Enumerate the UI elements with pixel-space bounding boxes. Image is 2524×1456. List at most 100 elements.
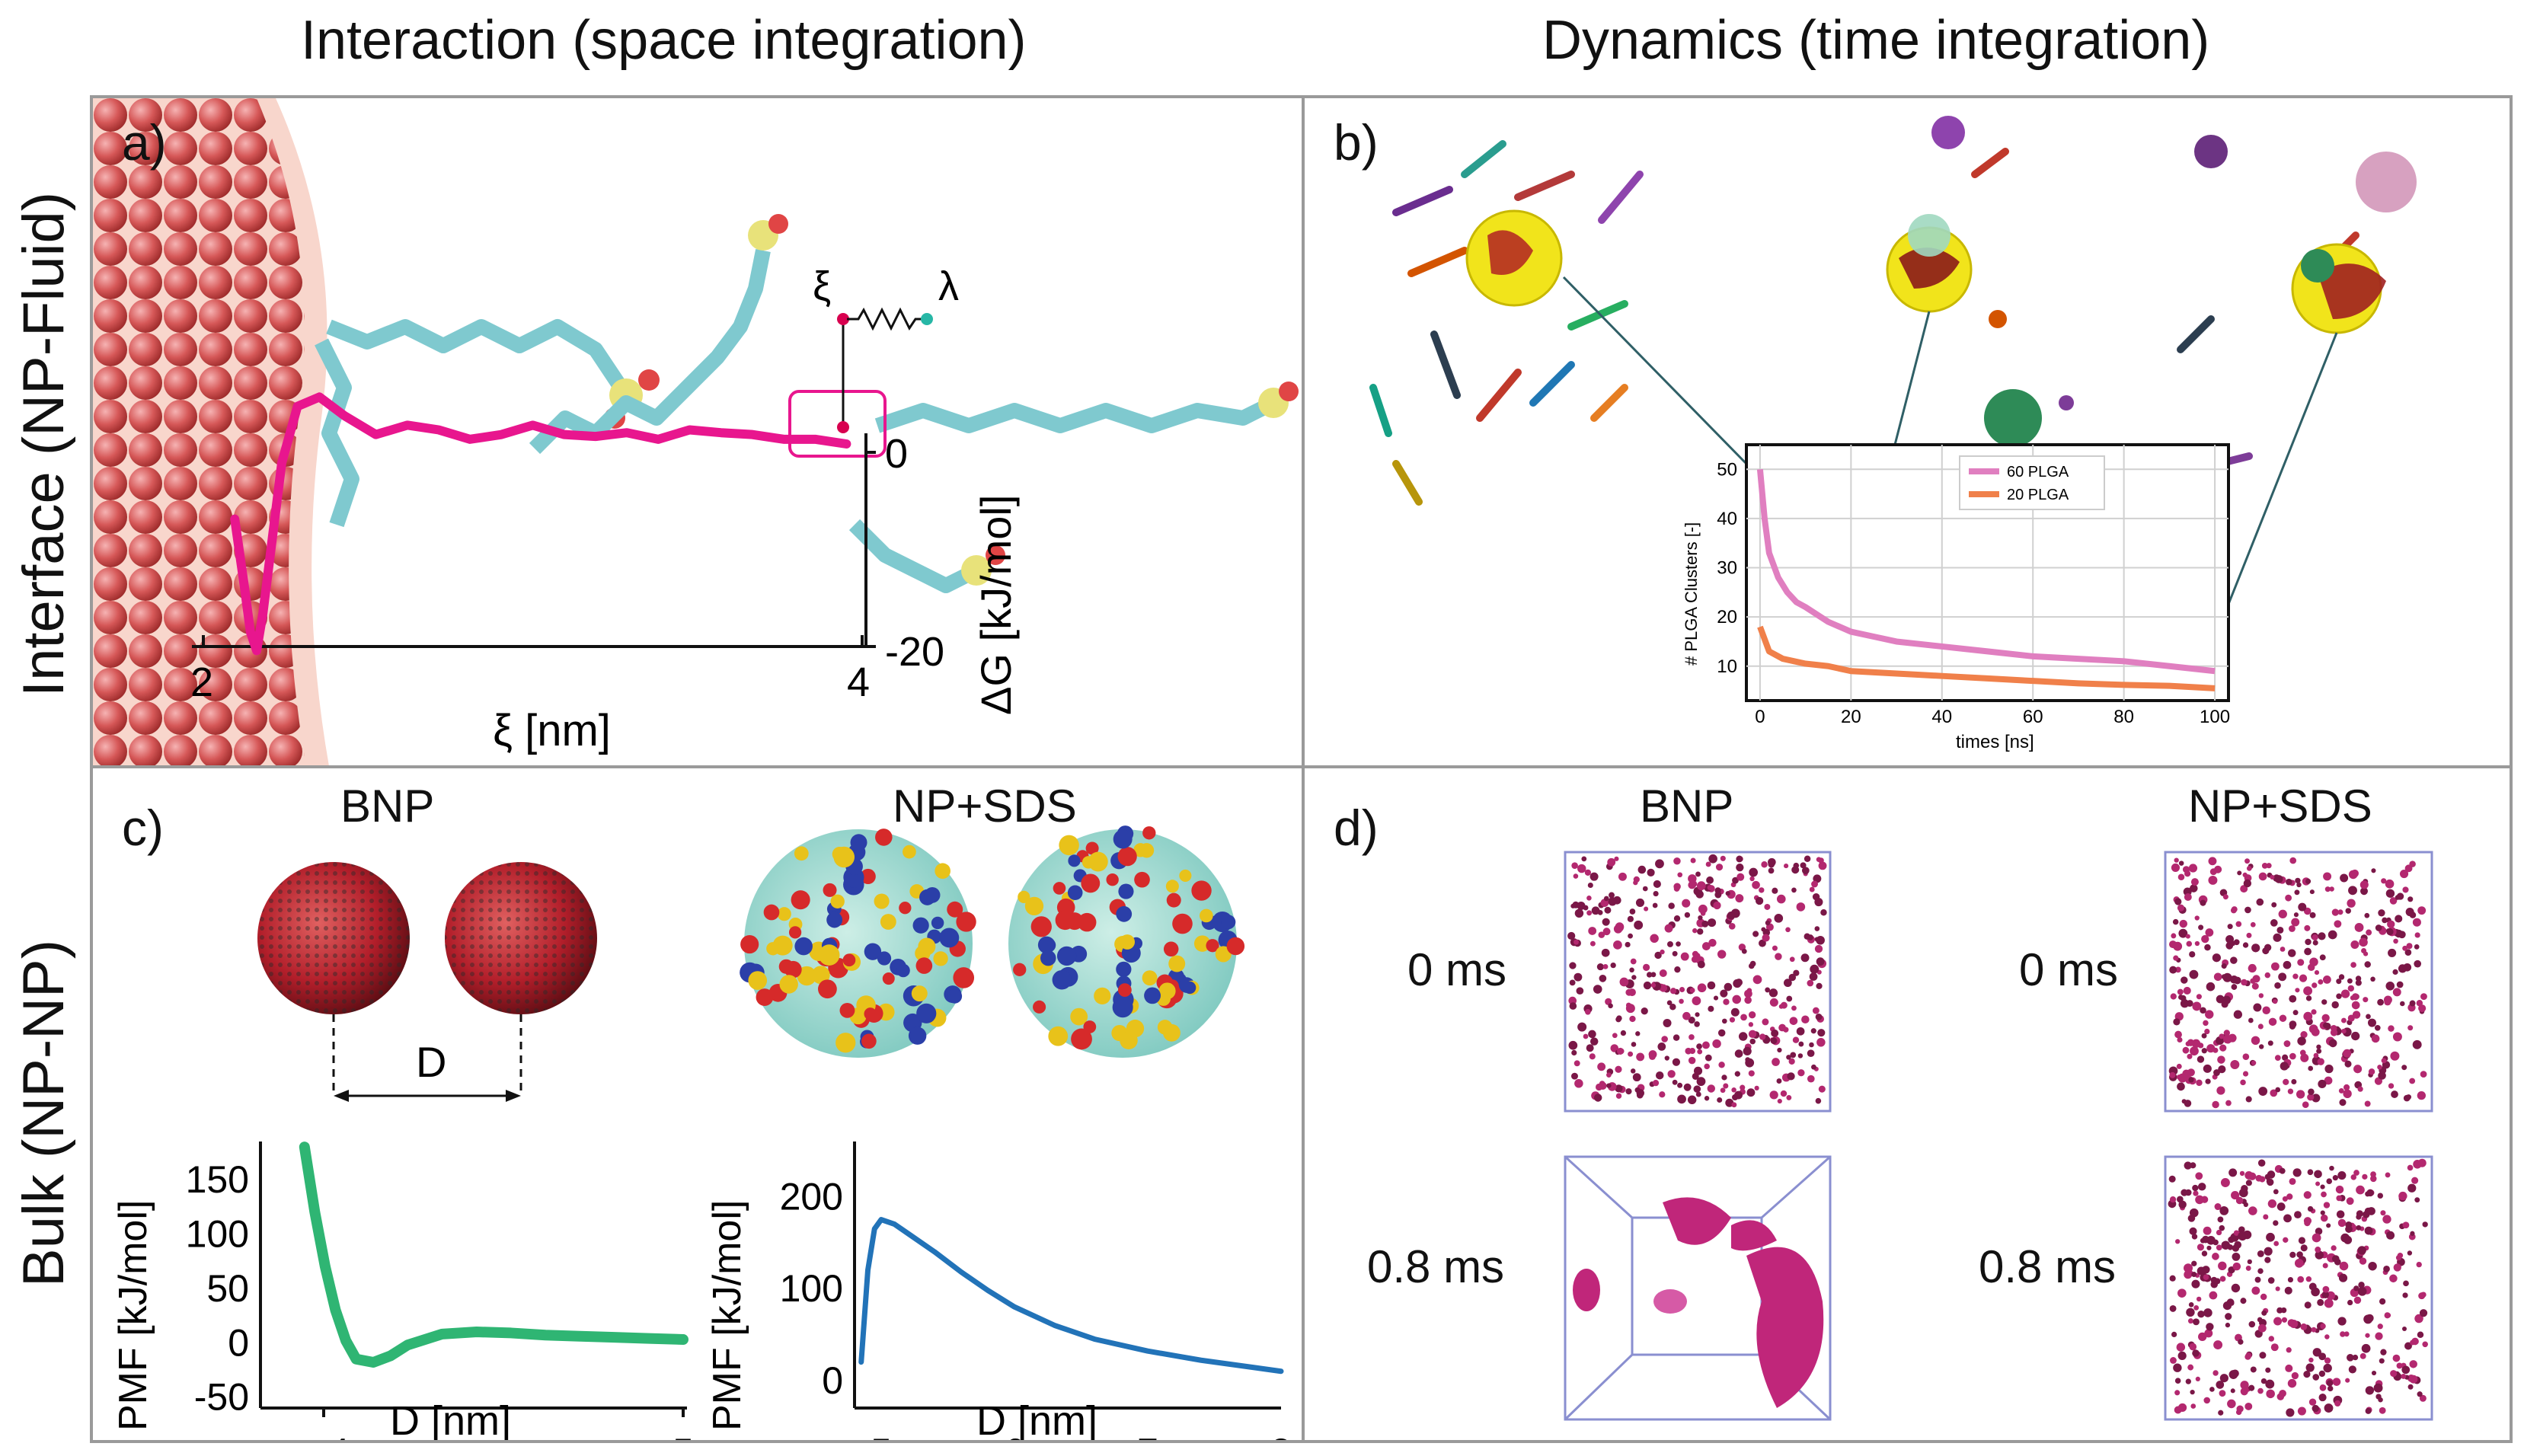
nanoparticle-dot (2292, 973, 2299, 979)
nanoparticle-dot (2287, 1088, 2294, 1094)
nanoparticle-dot (1680, 952, 1689, 961)
nanoparticle-dot (2402, 945, 2408, 951)
nanoparticle-dot (2251, 1060, 2257, 1065)
nanoparticle-dot (1764, 904, 1771, 910)
nanoparticle-dot (2341, 1028, 2347, 1034)
nanoparticle-dot (2231, 1283, 2241, 1293)
nanoparticle-dot (2343, 1235, 2353, 1244)
nanoparticle-dot (2242, 872, 2248, 878)
nanoparticle-dot (2213, 972, 2222, 982)
nanoparticle-dot (2273, 1220, 2279, 1226)
nanoparticle-dot (2251, 1036, 2260, 1046)
nanoparticle-dot (1602, 963, 1609, 969)
nanoparticle-dot (2357, 1286, 2367, 1296)
nanoparticle-dot (2300, 1031, 2308, 1039)
nanoparticle-dot (1713, 995, 1719, 1001)
nanoparticle-dot (2187, 1053, 2193, 1059)
nanoparticle-dot (2195, 1172, 2203, 1180)
panel-a-ylabel: ΔG [kJ/mol] (972, 495, 1020, 715)
nanoparticle-dot (1659, 969, 1667, 977)
nanoparticle-dot (2227, 1244, 2234, 1250)
nanoparticle-dot (2359, 937, 2368, 947)
nanoparticle-dot (2218, 1410, 2224, 1416)
nanoparticle-dot (2412, 1039, 2422, 1049)
nanoparticle-dot (2374, 1024, 2381, 1031)
xtick-label: 4 (328, 1431, 350, 1440)
surfactant-headgroup (823, 883, 837, 897)
nanoparticle-dot (2366, 1189, 2374, 1197)
nanoparticle-dot (2348, 1365, 2356, 1374)
nanoparticle-dot (2222, 894, 2228, 900)
nanoparticle-dot (2347, 899, 2356, 908)
nanoparticle-dot (2171, 863, 2181, 872)
nanoparticle-dot (1815, 1013, 1823, 1020)
nanoparticle-dot (1732, 876, 1739, 884)
surfactant-headgroup (1030, 916, 1052, 937)
surfactant-headgroup (1071, 1028, 1092, 1050)
nanoparticle-dot (1817, 1029, 1826, 1037)
nanoparticle-dot (2175, 1239, 2181, 1244)
nanoparticle-dot (2256, 898, 2264, 906)
surfactant-headgroup (956, 912, 976, 932)
nanoparticle-dot (2338, 1087, 2344, 1094)
nanoparticle-dot (2282, 1054, 2289, 1061)
nanoparticle-dot (1768, 857, 1776, 867)
nanoparticle-dot (2396, 892, 2404, 900)
surfactant-headgroup (1118, 883, 1134, 899)
nanoparticle-dot (2385, 1313, 2391, 1318)
nanoparticle-dot (1625, 988, 1633, 996)
surfactant-headgroup (1106, 873, 1119, 886)
nanoparticle-dot (2203, 1308, 2212, 1317)
nanoparticle-dot (2238, 1188, 2248, 1198)
nanoparticle-dot (2169, 1304, 2177, 1312)
nanoparticle-dot (1654, 951, 1662, 959)
nanoparticle-dot (1695, 1012, 1700, 1017)
surfactant-headgroup (1053, 882, 1066, 895)
nanoparticle-dot (1807, 1074, 1815, 1083)
nanoparticle-dot (2411, 1177, 2419, 1184)
nanoparticle-dot (2375, 1394, 2382, 1400)
series-60-plga (1756, 468, 2216, 675)
nanoparticle-dot (1814, 926, 1820, 931)
nanoparticle-dot (2323, 1363, 2332, 1373)
nanoparticle-dot (1744, 989, 1752, 998)
ytick-label: 50 (206, 1267, 249, 1310)
nanoparticle-dot (1785, 927, 1791, 933)
nanoparticle-dot (1723, 998, 1730, 1005)
nanoparticle-dot (2364, 961, 2371, 968)
nanoparticle-dot (2230, 956, 2238, 964)
nanoparticle-dot (1669, 1004, 1676, 1011)
nanoparticle-dot (2389, 897, 2398, 905)
nanoparticle-dot (1576, 987, 1584, 995)
nanoparticle-dot (2404, 949, 2412, 956)
nanoparticle-dot (2388, 1083, 2395, 1089)
nanoparticle-dot (2194, 940, 2200, 947)
nanoparticle-dot (1618, 872, 1627, 881)
nanoparticle-dot (1568, 1040, 1578, 1050)
panel-a-xlabel: ξ [nm] (493, 706, 611, 755)
lambda-symbol: λ (938, 263, 959, 309)
panel-c-label: c) (122, 800, 164, 856)
ytick-label: 150 (186, 1158, 249, 1201)
nanoparticle-dot (1770, 1037, 1778, 1045)
legend-box (1959, 455, 2105, 510)
nanoparticle-dot (2348, 886, 2357, 896)
nanoparticle-dot (1672, 1058, 1681, 1066)
nanoparticle-dot (2366, 929, 2372, 936)
nanoparticle-dot (2205, 1078, 2211, 1084)
nanoparticle-dot (1688, 1056, 1696, 1065)
nanoparticle-dot (2395, 915, 2403, 923)
nanoparticle-dot (1596, 963, 1604, 971)
nanoparticle-dot (2203, 1274, 2209, 1281)
nanoparticle-dot (2177, 1288, 2187, 1298)
surfactant-headgroup (864, 1007, 877, 1020)
nanoparticle-dot (2245, 1352, 2252, 1359)
nanoparticle-dot (1759, 1033, 1766, 1040)
surfactant-headgroup (811, 966, 830, 985)
row-header-bottom: Bulk (NP-NP) (11, 939, 76, 1287)
nanoparticle-dot (1598, 931, 1605, 938)
surfactant-headgroup (933, 951, 948, 966)
nanoparticle-dot (1704, 1096, 1710, 1101)
